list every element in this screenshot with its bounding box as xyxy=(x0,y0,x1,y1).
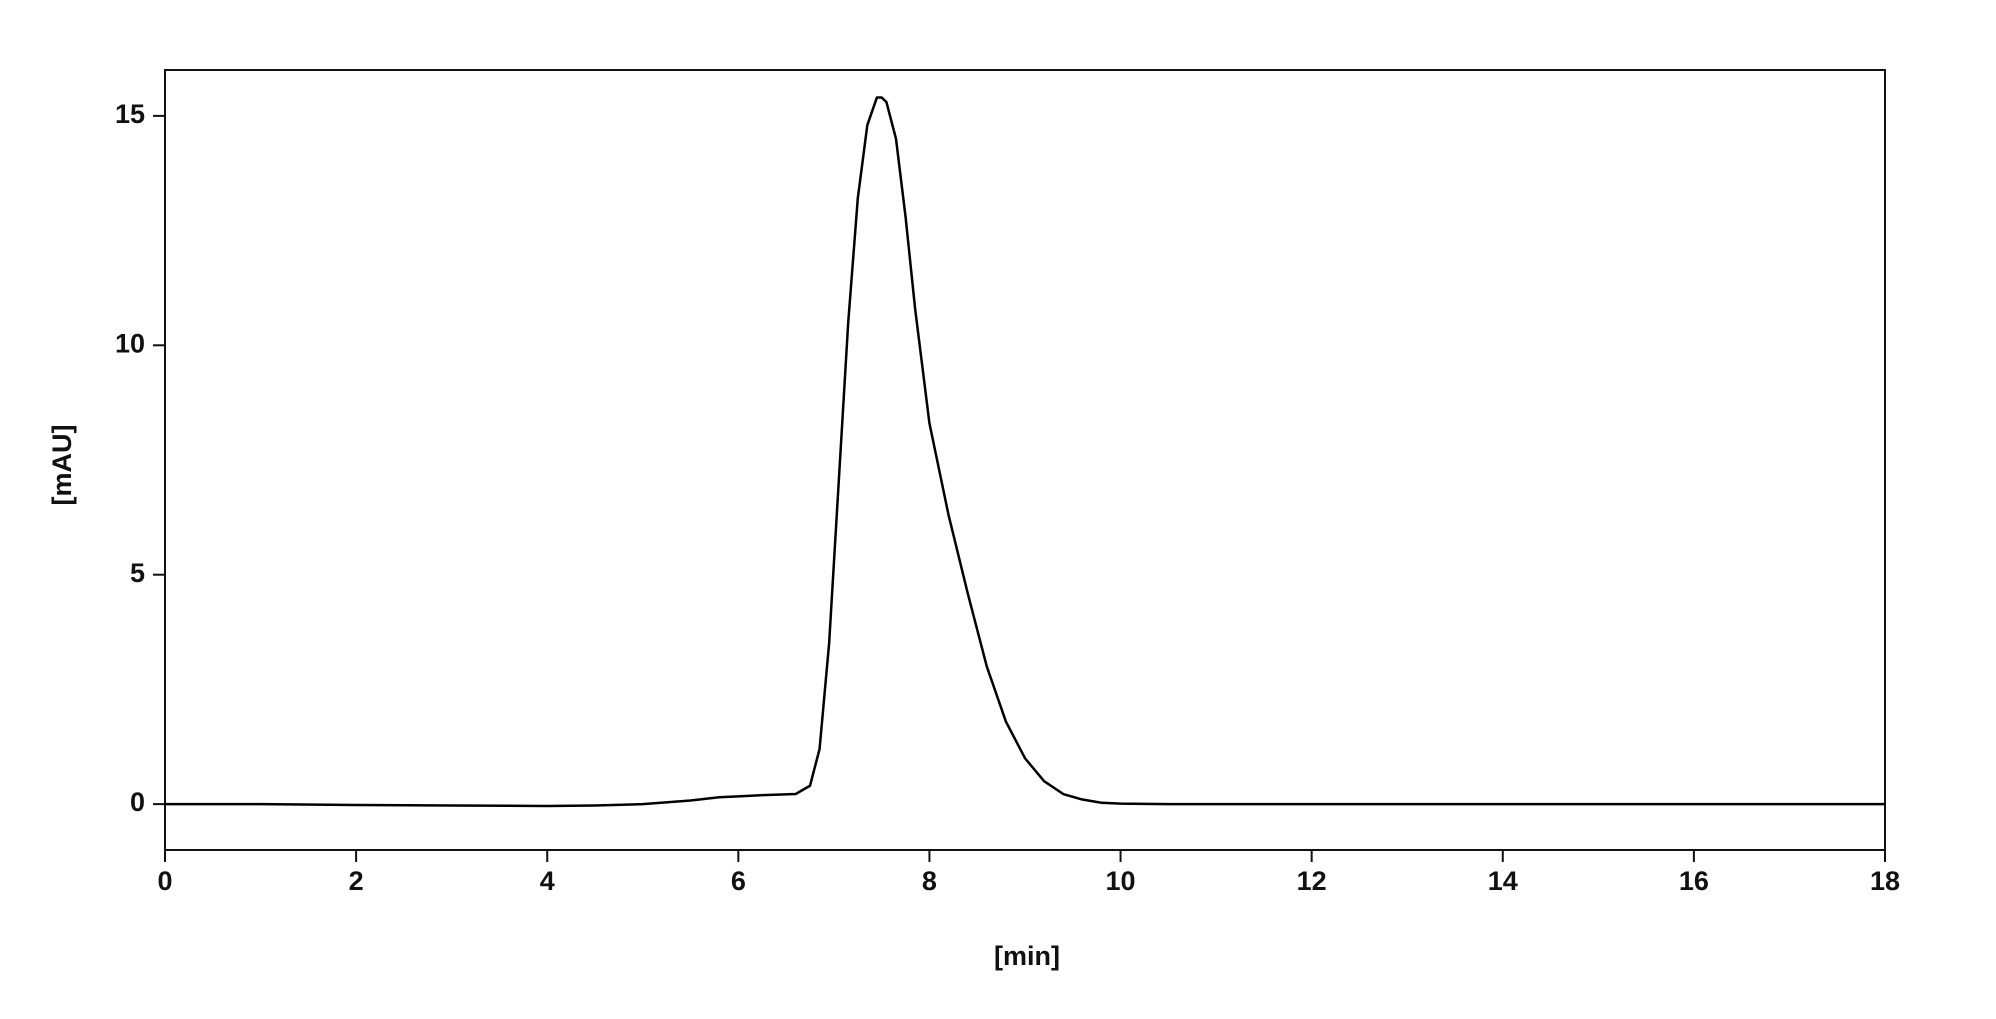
x-tick-label: 4 xyxy=(540,866,555,896)
y-tick-label: 15 xyxy=(115,99,145,129)
y-tick-label: 5 xyxy=(130,558,145,588)
x-tick-label: 18 xyxy=(1870,866,1900,896)
x-tick-label: 12 xyxy=(1297,866,1327,896)
y-axis-label: [mAU] xyxy=(47,425,77,506)
plot-frame xyxy=(164,69,1886,851)
x-tick-label: 6 xyxy=(731,866,746,896)
data-line xyxy=(165,96,1885,808)
x-tick-label: 8 xyxy=(922,866,937,896)
x-tick-label: 0 xyxy=(157,866,172,896)
y-tick-label: 0 xyxy=(130,787,145,817)
x-tick-label: 16 xyxy=(1679,866,1709,896)
x-tick-label: 14 xyxy=(1488,866,1518,896)
x-axis-label: [min] xyxy=(994,941,1060,971)
x-tick-label: 10 xyxy=(1106,866,1136,896)
x-tick-label: 2 xyxy=(349,866,364,896)
y-tick-label: 10 xyxy=(115,328,145,358)
